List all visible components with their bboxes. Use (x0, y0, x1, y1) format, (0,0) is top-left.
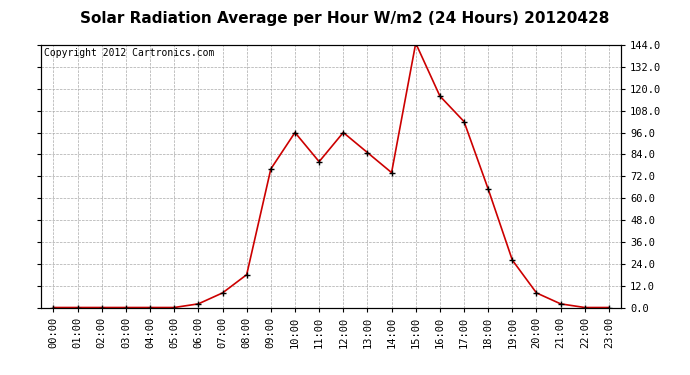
Text: Solar Radiation Average per Hour W/m2 (24 Hours) 20120428: Solar Radiation Average per Hour W/m2 (2… (80, 11, 610, 26)
Text: Copyright 2012 Cartronics.com: Copyright 2012 Cartronics.com (44, 48, 215, 58)
